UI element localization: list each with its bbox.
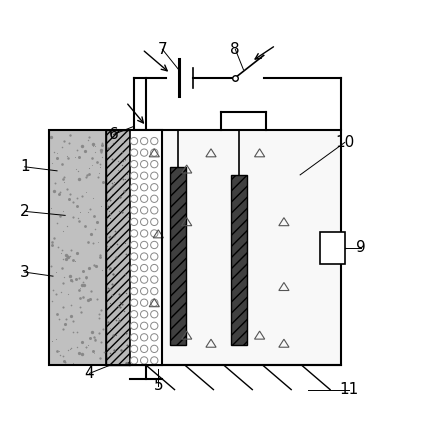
Text: 1: 1 (20, 159, 30, 174)
Text: 4: 4 (85, 366, 94, 381)
Text: 11: 11 (339, 382, 358, 397)
Bar (231, 175, 246, 345)
Text: 6: 6 (109, 127, 119, 142)
Bar (320, 232, 345, 264)
Bar (106, 131, 130, 365)
Bar (130, 131, 162, 365)
Text: 9: 9 (356, 240, 366, 255)
Text: 2: 2 (20, 204, 30, 219)
Bar (170, 167, 186, 345)
Text: 5: 5 (154, 378, 163, 393)
Text: 3: 3 (20, 265, 30, 280)
Bar (130, 131, 341, 365)
Text: 7: 7 (157, 42, 167, 57)
Text: 8: 8 (230, 42, 240, 57)
Bar (49, 131, 106, 365)
Text: 10: 10 (335, 135, 354, 150)
Bar (49, 131, 162, 365)
